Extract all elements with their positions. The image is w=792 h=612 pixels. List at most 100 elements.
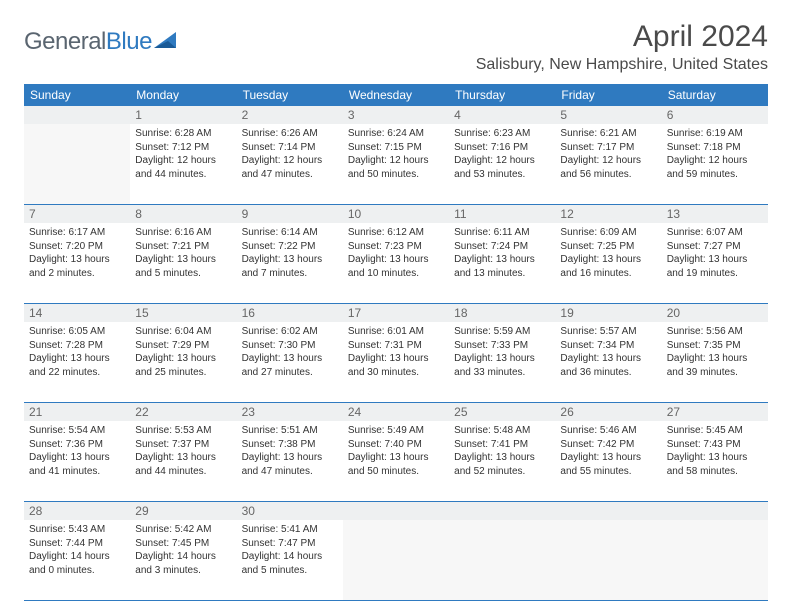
day-number: 28 — [24, 502, 130, 520]
sunset-line: Sunset: 7:12 PM — [135, 141, 231, 155]
empty-cell — [449, 520, 555, 600]
sunrise-line: Sunrise: 5:59 AM — [454, 325, 550, 339]
day-cell: Sunrise: 5:41 AMSunset: 7:47 PMDaylight:… — [237, 520, 343, 600]
daylight-line: Daylight: 13 hours and 44 minutes. — [135, 451, 231, 478]
day-number: 13 — [662, 205, 768, 223]
logo-text: GeneralBlue — [24, 28, 152, 56]
sunrise-line: Sunrise: 5:54 AM — [29, 424, 125, 438]
day-cell: Sunrise: 6:04 AMSunset: 7:29 PMDaylight:… — [130, 322, 236, 402]
daylight-line: Daylight: 13 hours and 50 minutes. — [348, 451, 444, 478]
sunset-line: Sunset: 7:21 PM — [135, 240, 231, 254]
day-cell: Sunrise: 5:45 AMSunset: 7:43 PMDaylight:… — [662, 421, 768, 501]
title-block: April 2024 Salisbury, New Hampshire, Uni… — [476, 20, 768, 74]
daylight-line: Daylight: 13 hours and 25 minutes. — [135, 352, 231, 379]
daylight-line: Daylight: 12 hours and 47 minutes. — [242, 154, 338, 181]
sunrise-line: Sunrise: 6:16 AM — [135, 226, 231, 240]
day-cell: Sunrise: 5:42 AMSunset: 7:45 PMDaylight:… — [130, 520, 236, 600]
day-number: 8 — [130, 205, 236, 223]
sunrise-line: Sunrise: 6:17 AM — [29, 226, 125, 240]
week-row: Sunrise: 5:54 AMSunset: 7:36 PMDaylight:… — [24, 421, 768, 502]
sunrise-line: Sunrise: 5:43 AM — [29, 523, 125, 537]
sunrise-line: Sunrise: 5:51 AM — [242, 424, 338, 438]
sunset-line: Sunset: 7:35 PM — [667, 339, 763, 353]
empty-cell — [343, 520, 449, 600]
day-number: 23 — [237, 403, 343, 421]
dayheader: Tuesday — [237, 84, 343, 106]
day-cell: Sunrise: 5:53 AMSunset: 7:37 PMDaylight:… — [130, 421, 236, 501]
daylight-line: Daylight: 14 hours and 5 minutes. — [242, 550, 338, 577]
day-number — [24, 106, 130, 124]
day-cell: Sunrise: 6:05 AMSunset: 7:28 PMDaylight:… — [24, 322, 130, 402]
dayheader: Wednesday — [343, 84, 449, 106]
sunrise-line: Sunrise: 5:45 AM — [667, 424, 763, 438]
sunrise-line: Sunrise: 6:28 AM — [135, 127, 231, 141]
day-cell: Sunrise: 5:57 AMSunset: 7:34 PMDaylight:… — [555, 322, 661, 402]
sunrise-line: Sunrise: 6:23 AM — [454, 127, 550, 141]
sunset-line: Sunset: 7:15 PM — [348, 141, 444, 155]
daylight-line: Daylight: 13 hours and 58 minutes. — [667, 451, 763, 478]
day-number: 3 — [343, 106, 449, 124]
sunrise-line: Sunrise: 5:41 AM — [242, 523, 338, 537]
daylight-line: Daylight: 14 hours and 3 minutes. — [135, 550, 231, 577]
week-row: Sunrise: 5:43 AMSunset: 7:44 PM Daylight:… — [24, 520, 768, 601]
sunset-line: Sunset: 7:34 PM — [560, 339, 656, 353]
day-number: 11 — [449, 205, 555, 223]
triangle-icon — [154, 30, 180, 55]
logo-text-blue: Blue — [106, 28, 152, 55]
day-cell: Sunrise: 5:54 AMSunset: 7:36 PMDaylight:… — [24, 421, 130, 501]
day-number — [449, 502, 555, 520]
daylight-line: Daylight: 12 hours and 53 minutes. — [454, 154, 550, 181]
day-number: 20 — [662, 304, 768, 322]
location: Salisbury, New Hampshire, United States — [476, 56, 768, 74]
day-number: 29 — [130, 502, 236, 520]
day-number: 25 — [449, 403, 555, 421]
day-cell: Sunrise: 6:26 AMSunset: 7:14 PMDaylight:… — [237, 124, 343, 204]
sunset-line: Sunset: 7:44 PM — [29, 537, 125, 551]
header: GeneralBlue April 2024 Salisbury, New Ha… — [24, 20, 768, 74]
sunrise-line: Sunrise: 5:46 AM — [560, 424, 656, 438]
day-number: 12 — [555, 205, 661, 223]
sunrise-line: Sunrise: 6:02 AM — [242, 325, 338, 339]
sunrise-line: Sunrise: 5:53 AM — [135, 424, 231, 438]
daylight-line: Daylight: 13 hours and 2 minutes. — [29, 253, 125, 280]
daylight-line: Daylight: 12 hours and 59 minutes. — [667, 154, 763, 181]
daylight-line: Daylight: 13 hours and 5 minutes. — [135, 253, 231, 280]
day-number: 7 — [24, 205, 130, 223]
sunrise-line: Sunrise: 6:12 AM — [348, 226, 444, 240]
week-row: Sunrise: 6:17 AMSunset: 7:20 PMDaylight:… — [24, 223, 768, 304]
dayheader: Friday — [555, 84, 661, 106]
sunset-line: Sunset: 7:30 PM — [242, 339, 338, 353]
daylight-line: Daylight: 12 hours and 50 minutes. — [348, 154, 444, 181]
day-number — [555, 502, 661, 520]
sunrise-line: Sunrise: 6:07 AM — [667, 226, 763, 240]
month-title: April 2024 — [476, 20, 768, 54]
day-number — [662, 502, 768, 520]
sunset-line: Sunset: 7:45 PM — [135, 537, 231, 551]
daylight-line: Daylight: 13 hours and 10 minutes. — [348, 253, 444, 280]
day-cell: Sunrise: 6:24 AMSunset: 7:15 PMDaylight:… — [343, 124, 449, 204]
day-cell: Sunrise: 6:23 AMSunset: 7:16 PMDaylight:… — [449, 124, 555, 204]
day-cell: Sunrise: 5:46 AMSunset: 7:42 PMDaylight:… — [555, 421, 661, 501]
day-cell: Sunrise: 5:48 AMSunset: 7:41 PMDaylight:… — [449, 421, 555, 501]
day-number: 1 — [130, 106, 236, 124]
sunrise-line: Sunrise: 6:05 AM — [29, 325, 125, 339]
sunset-line: Sunset: 7:36 PM — [29, 438, 125, 452]
sunset-line: Sunset: 7:17 PM — [560, 141, 656, 155]
day-number: 17 — [343, 304, 449, 322]
day-number-row: 123456 — [24, 106, 768, 124]
day-cell: Sunrise: 6:07 AMSunset: 7:27 PMDaylight:… — [662, 223, 768, 303]
day-cell: Sunrise: 6:02 AMSunset: 7:30 PMDaylight:… — [237, 322, 343, 402]
logo: GeneralBlue — [24, 28, 180, 56]
day-number: 5 — [555, 106, 661, 124]
sunrise-line: Sunrise: 6:26 AM — [242, 127, 338, 141]
daylight-line: Daylight: 13 hours and 41 minutes. — [29, 451, 125, 478]
day-cell: Sunrise: 6:16 AMSunset: 7:21 PMDaylight:… — [130, 223, 236, 303]
sunrise-line: Sunrise: 6:01 AM — [348, 325, 444, 339]
sunset-line: Sunset: 7:47 PM — [242, 537, 338, 551]
sunset-line: Sunset: 7:18 PM — [667, 141, 763, 155]
sunset-line: Sunset: 7:33 PM — [454, 339, 550, 353]
sunrise-line: Sunrise: 5:57 AM — [560, 325, 656, 339]
day-cell: Sunrise: 5:49 AMSunset: 7:40 PMDaylight:… — [343, 421, 449, 501]
day-cell: Sunrise: 6:09 AMSunset: 7:25 PMDaylight:… — [555, 223, 661, 303]
day-number-row: 21222324252627 — [24, 403, 768, 421]
